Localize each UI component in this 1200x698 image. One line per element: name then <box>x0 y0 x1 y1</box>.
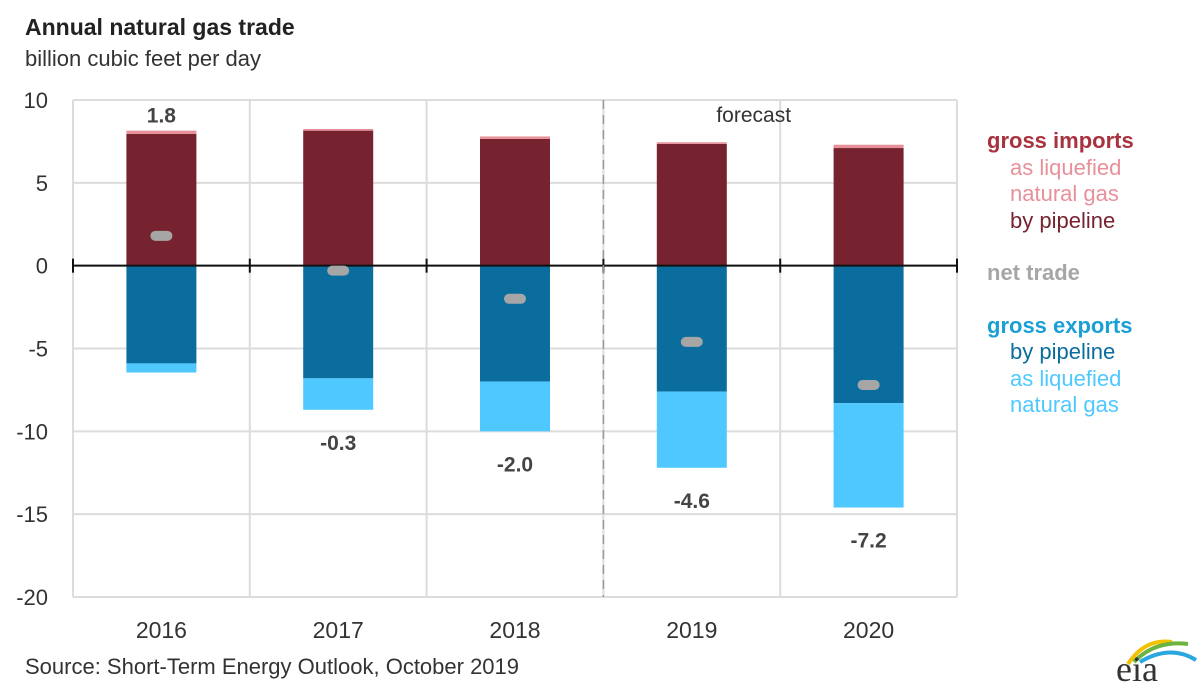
bar-exports-pipeline <box>303 265 374 379</box>
bar-exports-pipeline <box>126 265 197 364</box>
chart-subtitle: billion cubic feet per day <box>25 46 262 71</box>
eia-logo: eia <box>1110 630 1200 690</box>
net-trade-label: -7.2 <box>851 530 887 553</box>
bar-exports-lng <box>833 403 904 508</box>
y-tick-label: -10 <box>16 419 48 444</box>
legend-exports-lng-1: as liquefied <box>1010 365 1122 391</box>
source-note: Source: Short-Term Energy Outlook, Octob… <box>25 654 520 679</box>
legend-exports-lng-2: natural gas <box>1010 392 1119 417</box>
bar-exports-pipeline <box>656 265 727 392</box>
bar-imports-lng <box>656 142 727 144</box>
y-tick-label: 5 <box>36 171 48 196</box>
x-tick-label: 2019 <box>666 617 717 643</box>
legend-imports-lng-2: natural gas <box>1010 181 1119 206</box>
net-trade-marker <box>327 265 350 276</box>
bar-exports-lng <box>126 363 197 373</box>
bar-exports-lng <box>480 381 550 432</box>
bar-imports-pipeline <box>480 138 550 266</box>
net-trade-label: 1.8 <box>147 105 177 128</box>
net-trade-markers: 1.8 -0.3 -2.0 -4.6 -7.2 <box>147 105 887 553</box>
net-trade-label: -2.0 <box>497 453 533 476</box>
bar-exports-lng <box>303 378 374 410</box>
bar-imports-lng <box>480 136 550 139</box>
chart-title: Annual natural gas trade <box>25 14 295 40</box>
net-trade-marker <box>680 336 703 347</box>
x-tick-label: 2020 <box>843 617 894 643</box>
x-tick-label: 2018 <box>489 617 540 643</box>
y-axis-ticks: 10 5 0 -5 -10 -15 -20 <box>16 88 48 610</box>
legend-exports-header: gross exports <box>987 312 1133 338</box>
net-trade-marker <box>504 293 526 304</box>
y-tick-label: -20 <box>16 585 48 610</box>
bar-imports-pipeline <box>303 130 374 266</box>
legend-imports-lng-1: as liquefied <box>1010 154 1122 180</box>
y-tick-label: -5 <box>28 337 48 362</box>
net-trade-label: -4.6 <box>674 490 710 513</box>
bar-imports-lng <box>833 144 904 149</box>
logo-swoosh-icon <box>1126 639 1198 666</box>
bar-imports-pipeline <box>833 148 904 266</box>
net-trade-marker <box>150 230 173 241</box>
legend-net-trade: net trade <box>987 260 1080 285</box>
x-tick-label: 2016 <box>136 617 187 643</box>
legend-exports-pipeline: by pipeline <box>1010 339 1116 364</box>
x-axis-labels: 2016 2017 2018 2019 2020 <box>136 617 894 643</box>
bar-imports-pipeline <box>126 133 197 266</box>
net-trade-marker <box>857 379 880 390</box>
bar-exports-pipeline <box>480 265 550 382</box>
bar-imports-lng <box>303 128 374 131</box>
legend-imports-pipeline: by pipeline <box>1010 207 1116 233</box>
zero-axis <box>72 258 958 273</box>
x-tick-label: 2017 <box>313 617 364 643</box>
net-trade-label: -0.3 <box>320 432 356 455</box>
logo-text: eia <box>1116 649 1158 689</box>
y-tick-label: 0 <box>36 254 48 279</box>
legend-imports-header: gross imports <box>987 128 1134 153</box>
bar-imports-lng <box>126 130 197 134</box>
y-tick-label: -15 <box>16 502 48 527</box>
y-tick-label: 10 <box>24 88 48 113</box>
legend: gross imports as liquefied natural gas b… <box>987 128 1134 419</box>
bars <box>126 128 904 508</box>
forecast-label: forecast <box>716 104 791 127</box>
bar-imports-pipeline <box>656 143 727 266</box>
bar-exports-lng <box>656 391 727 468</box>
